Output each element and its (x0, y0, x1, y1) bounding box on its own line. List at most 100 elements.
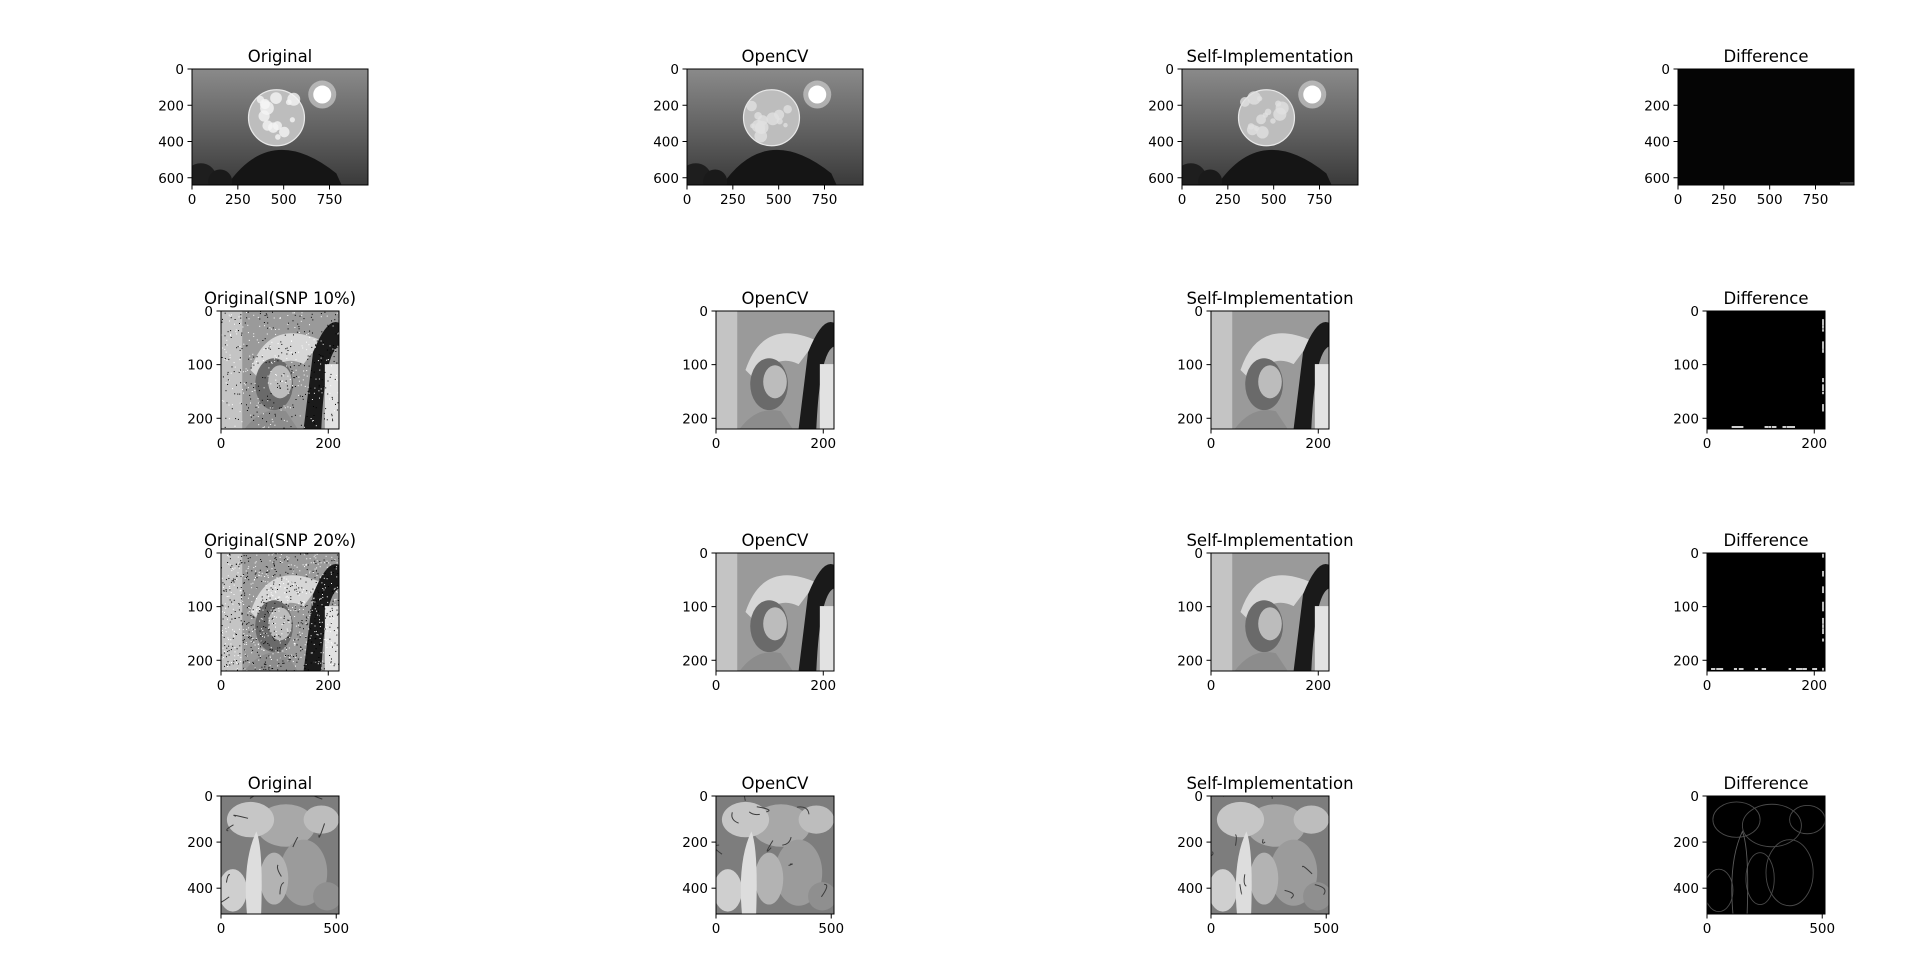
y-tick-label: 0 (699, 546, 708, 562)
image-content (1678, 69, 1854, 185)
x-tick-label: 250 (1711, 192, 1737, 208)
x-tick-label: 500 (766, 192, 792, 208)
x-tick-label: 500 (1313, 921, 1339, 937)
axes-frame (715, 310, 835, 430)
image-content (1707, 311, 1825, 429)
x-tick-label: 250 (225, 192, 251, 208)
y-tick-label: 0 (1194, 304, 1203, 320)
image-content (221, 796, 339, 914)
panel-title: Original(SNP 20%) (204, 531, 356, 550)
panel-title: Self-Implementation (1186, 289, 1353, 308)
image-content (1707, 553, 1825, 671)
axes-frame (1210, 552, 1330, 672)
y-tick-label: 0 (1690, 546, 1699, 562)
panel-title: Difference (1723, 47, 1808, 66)
x-tick-label: 0 (712, 678, 721, 694)
y-tick-label: 0 (670, 62, 679, 78)
axes-frame (1706, 310, 1826, 430)
x-tick-label: 0 (1207, 921, 1216, 937)
y-tick-label: 400 (187, 881, 213, 897)
panel-title: Difference (1723, 531, 1808, 550)
y-tick-label: 200 (187, 835, 213, 851)
panel-title: Difference (1723, 289, 1808, 308)
axes-frame (1181, 68, 1359, 186)
panel-title: OpenCV (742, 774, 810, 793)
y-tick-label: 0 (699, 304, 708, 320)
image-content (687, 69, 863, 185)
x-tick-label: 250 (1215, 192, 1241, 208)
image-panel: OpenCV 0 500 0 200 400 (682, 774, 844, 937)
y-tick-label: 400 (1177, 881, 1203, 897)
y-tick-label: 200 (1177, 835, 1203, 851)
axes-frame (1706, 552, 1826, 672)
y-tick-label: 600 (158, 171, 184, 187)
y-tick-label: 200 (1673, 411, 1699, 427)
axes-frame (1677, 68, 1855, 186)
x-tick-label: 0 (217, 678, 226, 694)
image-panel: Self-Implementation 0 250 500 750 0 200 400 600 (1148, 47, 1359, 208)
y-tick-label: 200 (1644, 98, 1670, 114)
axes-frame (220, 310, 340, 430)
panel-title: OpenCV (742, 47, 810, 66)
x-tick-label: 200 (810, 436, 836, 452)
y-tick-label: 0 (204, 304, 213, 320)
x-tick-label: 200 (1801, 678, 1827, 694)
x-tick-label: 0 (1178, 192, 1187, 208)
x-tick-label: 0 (1207, 678, 1216, 694)
y-tick-label: 600 (1644, 171, 1670, 187)
y-tick-label: 0 (699, 789, 708, 805)
y-tick-label: 100 (187, 358, 213, 374)
y-tick-label: 0 (175, 62, 184, 78)
x-tick-label: 0 (712, 436, 721, 452)
x-tick-label: 750 (1803, 192, 1829, 208)
y-tick-label: 100 (1177, 358, 1203, 374)
image-content (221, 311, 339, 429)
image-panel: Difference 0 250 500 750 0 200 400 600 (1644, 47, 1855, 208)
x-tick-label: 200 (1305, 678, 1331, 694)
axes-frame (191, 68, 369, 186)
panel-title: Original (248, 774, 313, 793)
x-tick-label: 500 (1809, 921, 1835, 937)
y-tick-label: 100 (682, 600, 708, 616)
y-tick-label: 100 (1673, 358, 1699, 374)
y-tick-label: 200 (1177, 411, 1203, 427)
y-tick-label: 400 (158, 135, 184, 151)
y-tick-label: 200 (158, 98, 184, 114)
y-tick-label: 0 (204, 546, 213, 562)
y-tick-label: 400 (1673, 881, 1699, 897)
panel-title: Original(SNP 10%) (204, 289, 356, 308)
x-tick-label: 750 (812, 192, 838, 208)
x-tick-label: 0 (1674, 192, 1683, 208)
y-tick-label: 100 (1673, 600, 1699, 616)
x-tick-label: 0 (683, 192, 692, 208)
y-tick-label: 0 (1661, 62, 1670, 78)
x-tick-label: 750 (317, 192, 343, 208)
x-tick-label: 0 (217, 921, 226, 937)
y-tick-label: 200 (682, 835, 708, 851)
image-content (716, 553, 834, 671)
y-tick-label: 0 (1690, 304, 1699, 320)
axes-frame (1706, 795, 1826, 915)
axes-frame (220, 552, 340, 672)
y-tick-label: 200 (653, 98, 679, 114)
x-tick-label: 500 (818, 921, 844, 937)
y-tick-label: 200 (1673, 835, 1699, 851)
y-tick-label: 400 (682, 881, 708, 897)
y-tick-label: 200 (1148, 98, 1174, 114)
y-tick-label: 0 (204, 789, 213, 805)
y-tick-label: 100 (682, 358, 708, 374)
image-content (221, 553, 339, 671)
x-tick-label: 0 (217, 436, 226, 452)
panel-title: OpenCV (742, 289, 810, 308)
x-tick-label: 500 (271, 192, 297, 208)
y-tick-label: 200 (682, 653, 708, 669)
axes-frame (686, 68, 864, 186)
x-tick-label: 750 (1307, 192, 1333, 208)
